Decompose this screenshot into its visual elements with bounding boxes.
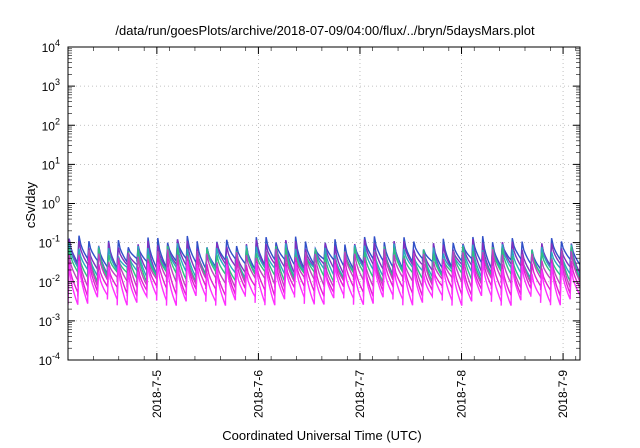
y-axis-label: cSv/day	[23, 181, 38, 228]
y-tick-label: 10-1	[39, 234, 60, 251]
grid	[68, 46, 580, 361]
y-axis: 104 103 102 101 100 10-1 10-2 10-3 10-4	[39, 38, 580, 368]
series-line	[68, 260, 580, 306]
y-tick-label: 103	[42, 77, 60, 94]
x-tick-label: 2018-7-8	[455, 370, 469, 418]
x-axis-label: Coordinated Universal Time (UTC)	[222, 428, 421, 443]
y-tick-label: 102	[42, 116, 60, 133]
x-tick-label: 2018-7-5	[150, 370, 164, 418]
y-tick-label: 100	[42, 195, 60, 212]
y-tick-label: 10-2	[39, 273, 60, 290]
y-tick-label: 10-3	[39, 312, 60, 329]
y-tick-label: 101	[42, 155, 60, 172]
x-axis: 2018-7-5 2018-7-6 2018-7-7 2018-7-8 2018-7-9	[67, 47, 577, 418]
chart-title: /data/run/goesPlots/archive/2018-07-09/0…	[115, 23, 535, 38]
x-tick-label: 2018-7-6	[251, 370, 265, 418]
series-layer	[68, 235, 580, 306]
y-tick-label: 10-4	[39, 351, 60, 368]
x-tick-label: 2018-7-9	[556, 370, 570, 418]
x-tick-label: 2018-7-7	[353, 370, 367, 418]
y-tick-label: 104	[42, 38, 60, 55]
